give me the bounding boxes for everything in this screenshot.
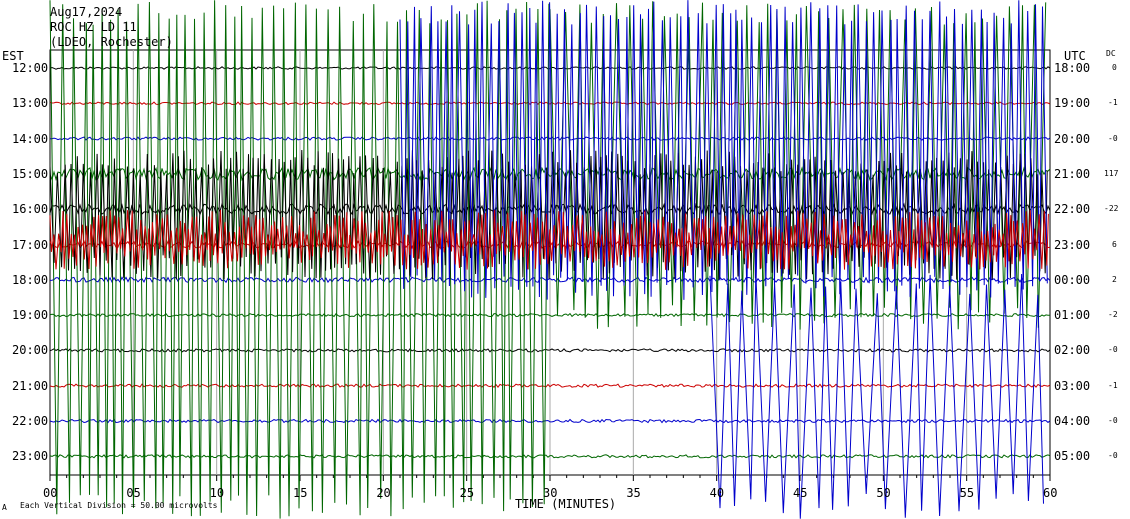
x-tick-label: 40 — [709, 486, 725, 500]
utc-tick-label: 23:00 — [1054, 237, 1091, 252]
est-tick-label: 16:00 — [12, 202, 49, 217]
trace-1600 — [49, 202, 1051, 216]
est-tick-label: 18:00 — [12, 272, 49, 287]
est-tick-label: 13:00 — [12, 96, 49, 111]
utc-tick-label: 04:00 — [1054, 414, 1091, 428]
blue-burst-upper — [399, 0, 1048, 300]
utc-tick-label: 05:00 — [1054, 449, 1091, 464]
dc-value: -0 — [1108, 451, 1118, 461]
x-tick-label: 30 — [543, 486, 558, 500]
utc-tick-label: 01:00 — [1054, 308, 1091, 323]
date-label: Aug17,2024 — [50, 5, 123, 19]
est-tick-label: 22:00 — [12, 414, 49, 428]
utc-tick-label: 00:00 — [1054, 272, 1091, 287]
trace-1900 — [49, 312, 1051, 318]
est-tick-label: 15:00 — [12, 166, 49, 181]
utc-tick-label: 18:00 — [1054, 61, 1091, 75]
utc-tick-label: 20:00 — [1054, 131, 1091, 146]
dc-value: -1 — [1108, 98, 1118, 108]
trace-2000 — [49, 348, 1051, 353]
est-tick-label: 23:00 — [12, 449, 49, 464]
utc-tick-label: 21:00 — [1054, 166, 1091, 181]
x-axis-title: TIME (MINUTES) — [515, 497, 617, 511]
est-tick-label: 17:00 — [12, 237, 49, 252]
station-label: ROC HZ LD 11 — [50, 20, 137, 34]
x-tick-label: 15 — [293, 486, 308, 500]
est-tick-label: 12:00 — [12, 61, 49, 75]
x-tick-label: 00 — [43, 486, 58, 500]
trace-2100 — [49, 383, 1051, 389]
dc-value: 2 — [1112, 274, 1117, 284]
x-tick-label: 20 — [376, 486, 391, 500]
dc-value: -0 — [1108, 345, 1118, 355]
blue-burst-lower — [709, 273, 1044, 519]
est-tick-label: 20:00 — [12, 343, 49, 358]
x-tick-label: 55 — [959, 486, 975, 500]
x-tick-label: 05 — [126, 486, 141, 500]
dc-label: DC — [1106, 49, 1116, 58]
x-tick-label: 60 — [1043, 486, 1058, 500]
x-tick-label: 10 — [209, 486, 225, 500]
dc-value: 0 — [1112, 63, 1117, 72]
utc-tick-label: 03:00 — [1054, 378, 1091, 393]
x-tick-label: 50 — [876, 486, 891, 500]
footer-note: Each Vertical Division = 50.00 microvolt… — [20, 501, 218, 510]
dc-value: 6 — [1112, 239, 1117, 249]
est-tick-label: 21:00 — [12, 378, 49, 393]
utc-tick-label: 02:00 — [1054, 343, 1091, 358]
location-label: (LDEO, Rochester) — [50, 35, 173, 49]
x-tick-label: 45 — [793, 486, 808, 500]
trace-1800 — [49, 276, 1051, 284]
burst-layer — [49, 0, 1049, 519]
red-burst — [49, 209, 1049, 270]
x-tick-label: 35 — [626, 486, 641, 500]
utc-axis-label: UTC — [1064, 49, 1086, 63]
grid-lines — [49, 49, 1051, 481]
dc-value: -0 — [1108, 133, 1118, 143]
trace-2200 — [49, 418, 1051, 424]
green-burst-late — [549, 1, 1047, 330]
est-tick-label: 19:00 — [12, 308, 49, 323]
dc-value: 117 — [1104, 168, 1119, 178]
dc-value: -22 — [1104, 204, 1119, 214]
footer-mark: A — [2, 503, 7, 512]
est-axis-label: EST — [2, 49, 24, 63]
utc-tick-label: 19:00 — [1054, 96, 1091, 111]
x-tick-label: 25 — [459, 486, 475, 500]
est-tick-label: 14:00 — [12, 131, 49, 146]
dc-value: -0 — [1108, 416, 1118, 425]
dc-value: -2 — [1108, 310, 1118, 320]
utc-tick-label: 22:00 — [1054, 202, 1091, 217]
dc-value: -1 — [1108, 380, 1118, 390]
